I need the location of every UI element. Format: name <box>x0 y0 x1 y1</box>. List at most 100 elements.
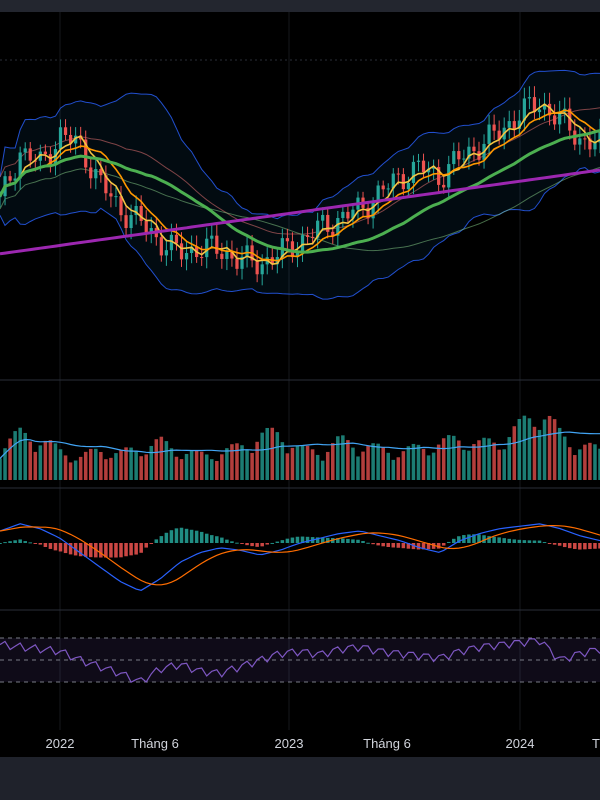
volume-bar <box>275 432 280 480</box>
chart-canvas: 2022 Tháng 6 2023 Tháng 6 2024 T <box>0 12 600 751</box>
candle-body <box>437 167 441 185</box>
volume-bar <box>315 454 320 480</box>
volume-bar <box>285 453 290 480</box>
candle-body <box>305 235 310 237</box>
candle-body <box>8 176 12 181</box>
macd-histogram-bar <box>381 543 385 547</box>
x-tick-label: 2023 <box>275 736 304 751</box>
volume-bar <box>446 435 451 480</box>
candle-body <box>452 151 456 165</box>
candle-body <box>532 97 537 113</box>
macd-histogram-bar <box>159 536 164 543</box>
macd-histogram-bar <box>583 543 587 550</box>
macd-histogram-bar <box>517 539 522 543</box>
macd-histogram-bar <box>426 543 431 550</box>
x-tick-label: Tháng 6 <box>131 736 179 751</box>
candle-body <box>260 264 264 275</box>
candle-body <box>124 215 128 229</box>
volume-bar <box>356 456 360 480</box>
volume-bar <box>83 451 88 480</box>
volume-bar <box>73 460 78 480</box>
volume-bar <box>396 457 401 480</box>
volume-bar <box>38 445 43 480</box>
volume-bar <box>8 438 12 480</box>
macd-histogram-bar <box>487 536 491 543</box>
macd-histogram-bar <box>43 543 48 547</box>
volume-bar <box>441 438 446 480</box>
macd-histogram-bar <box>482 535 486 543</box>
macd-histogram-bar <box>406 543 411 549</box>
macd-histogram-bar <box>361 541 365 543</box>
candle-body <box>336 217 340 236</box>
volume-bar <box>94 448 98 480</box>
macd-histogram-bar <box>215 536 219 543</box>
macd-histogram-bar <box>114 543 118 558</box>
x-axis: 2022 Tháng 6 2023 Tháng 6 2024 T <box>46 736 600 751</box>
macd-histogram-bar <box>598 543 600 549</box>
volume-bar <box>542 419 547 480</box>
x-tick-label: 2024 <box>506 736 535 751</box>
volume-bar <box>104 459 108 480</box>
macd-histogram-bar <box>174 528 179 543</box>
volume-bar <box>512 426 517 480</box>
volume-bar <box>366 446 370 480</box>
volume-bar <box>189 450 194 480</box>
volume-bar <box>583 444 587 480</box>
macd-histogram-bar <box>497 537 501 543</box>
candle-body <box>351 209 355 219</box>
candle-body <box>189 246 194 254</box>
volume-bar <box>467 450 471 480</box>
candle-body <box>290 241 295 258</box>
candle-body <box>396 173 400 175</box>
macd-histogram-bar <box>38 543 43 545</box>
candle-body <box>179 243 184 260</box>
volume-bar <box>522 415 527 480</box>
candle-body <box>331 231 335 236</box>
candle-body <box>310 236 315 238</box>
volume-bar <box>482 437 486 480</box>
macd-histogram-bar <box>467 534 471 543</box>
macd-pane <box>0 523 600 591</box>
candle-body <box>159 237 163 256</box>
volume-bar <box>361 451 365 480</box>
macd-histogram-bar <box>346 538 350 543</box>
macd-histogram-bar <box>457 536 461 543</box>
macd-histogram-bar <box>567 543 572 549</box>
candle-body <box>0 196 2 198</box>
macd-histogram-bar <box>492 536 496 543</box>
x-tick-label: Tháng 6 <box>363 736 411 751</box>
candle-body <box>416 160 421 162</box>
volume-bar <box>462 449 466 480</box>
macd-histogram-bar <box>573 543 577 549</box>
candle-body <box>457 151 461 160</box>
volume-bar <box>154 439 159 480</box>
volume-bar <box>300 445 305 480</box>
volume-bar <box>426 455 431 480</box>
volume-bar <box>184 453 189 480</box>
candle-body <box>245 245 249 257</box>
volume-pane <box>0 415 600 480</box>
candle-body <box>43 151 47 155</box>
volume-bar <box>547 415 552 480</box>
macd-histogram-bar <box>83 543 88 557</box>
macd-histogram-bar <box>210 535 214 543</box>
volume-bar <box>139 456 143 480</box>
macd-histogram-bar <box>78 543 83 557</box>
macd-histogram-bar <box>452 538 456 543</box>
volume-bar <box>109 457 113 480</box>
macd-histogram-bar <box>149 543 154 544</box>
macd-histogram-bar <box>144 543 148 548</box>
macd-histogram-bar <box>562 543 567 548</box>
volume-bar <box>169 448 174 480</box>
volume-bar <box>255 441 259 480</box>
ma-slow-line <box>0 129 600 254</box>
candle-body <box>568 108 572 131</box>
volume-bar <box>245 449 249 480</box>
candle-body <box>467 146 471 159</box>
macd-histogram-bar <box>446 541 451 543</box>
candle-body <box>492 124 496 131</box>
candle-body <box>553 115 557 125</box>
volume-bar <box>331 443 335 480</box>
macd-histogram-bar <box>588 543 592 550</box>
macd-histogram-bar <box>315 537 320 543</box>
